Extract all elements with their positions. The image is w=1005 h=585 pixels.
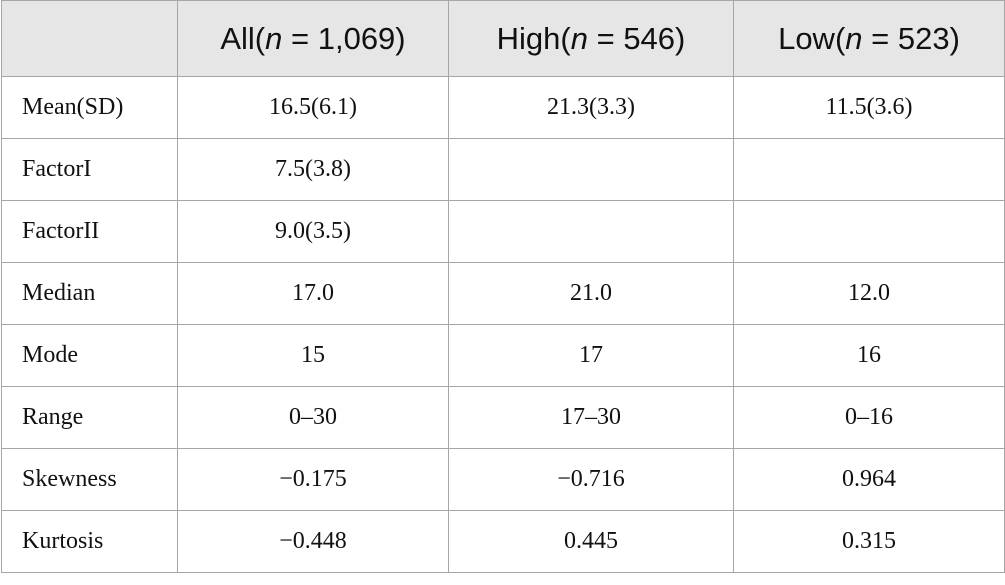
cell: 15 bbox=[177, 324, 449, 387]
stats-table: All(n = 1,069) High(n = 546) Low(n = 523) … bbox=[1, 0, 1005, 573]
header-text: Low( bbox=[778, 20, 846, 56]
cell: −0.175 bbox=[177, 448, 449, 511]
cell: 0.964 bbox=[733, 448, 1005, 511]
cell: 9.0(3.5) bbox=[177, 200, 449, 263]
header-text: n bbox=[265, 20, 283, 56]
row-label: Mode bbox=[1, 324, 178, 387]
row-label: Median bbox=[1, 262, 178, 325]
cell: 21.3(3.3) bbox=[448, 76, 734, 139]
cell: 17–30 bbox=[448, 386, 734, 449]
cell: 0–16 bbox=[733, 386, 1005, 449]
table-row: Mean(SD) 16.5(6.1) 21.3(3.3) 11.5(3.6) bbox=[1, 76, 1005, 139]
table-body: Mean(SD) 16.5(6.1) 21.3(3.3) 11.5(3.6) Facto… bbox=[1, 76, 1005, 573]
cell: 16.5(6.1) bbox=[177, 76, 449, 139]
row-label: Mean(SD) bbox=[1, 76, 178, 139]
row-label: FactorI bbox=[1, 138, 178, 201]
header-cell: All(n = 1,069) bbox=[177, 0, 449, 77]
cell: −0.448 bbox=[177, 510, 449, 573]
header-text: n bbox=[570, 20, 588, 56]
header-cell bbox=[1, 0, 178, 77]
header-text: = 523) bbox=[862, 20, 960, 56]
cell bbox=[733, 138, 1005, 201]
cell: −0.716 bbox=[448, 448, 734, 511]
header-text: All( bbox=[220, 20, 266, 56]
header-text: = 546) bbox=[587, 20, 686, 56]
table-row: FactorI 7.5(3.8) bbox=[1, 138, 1005, 201]
header-row: All(n = 1,069) High(n = 546) Low(n = 523) bbox=[1, 0, 1005, 77]
cell bbox=[448, 138, 734, 201]
cell: 21.0 bbox=[448, 262, 734, 325]
header-cell: Low(n = 523) bbox=[733, 0, 1005, 77]
cell: 7.5(3.8) bbox=[177, 138, 449, 201]
table-row: Kurtosis −0.448 0.445 0.315 bbox=[1, 510, 1005, 573]
row-label: Skewness bbox=[1, 448, 178, 511]
row-label: Kurtosis bbox=[1, 510, 178, 573]
cell: 0.445 bbox=[448, 510, 734, 573]
cell: 11.5(3.6) bbox=[733, 76, 1005, 139]
cell: 0.315 bbox=[733, 510, 1005, 573]
cell: 17.0 bbox=[177, 262, 449, 325]
cell bbox=[448, 200, 734, 263]
table-row: FactorII 9.0(3.5) bbox=[1, 200, 1005, 263]
header-text: High( bbox=[496, 20, 571, 56]
table-row: Median 17.0 21.0 12.0 bbox=[1, 262, 1005, 325]
header-text: n bbox=[845, 20, 863, 56]
row-label: FactorII bbox=[1, 200, 178, 263]
table-row: Mode 15 17 16 bbox=[1, 324, 1005, 387]
table-row: Range 0–30 17–30 0–16 bbox=[1, 386, 1005, 449]
table-row: Skewness −0.175 −0.716 0.964 bbox=[1, 448, 1005, 511]
cell: 17 bbox=[448, 324, 734, 387]
cell: 12.0 bbox=[733, 262, 1005, 325]
row-label: Range bbox=[1, 386, 178, 449]
cell: 16 bbox=[733, 324, 1005, 387]
header-cell: High(n = 546) bbox=[448, 0, 734, 77]
cell bbox=[733, 200, 1005, 263]
header-text: = 1,069) bbox=[282, 20, 406, 56]
cell: 0–30 bbox=[177, 386, 449, 449]
